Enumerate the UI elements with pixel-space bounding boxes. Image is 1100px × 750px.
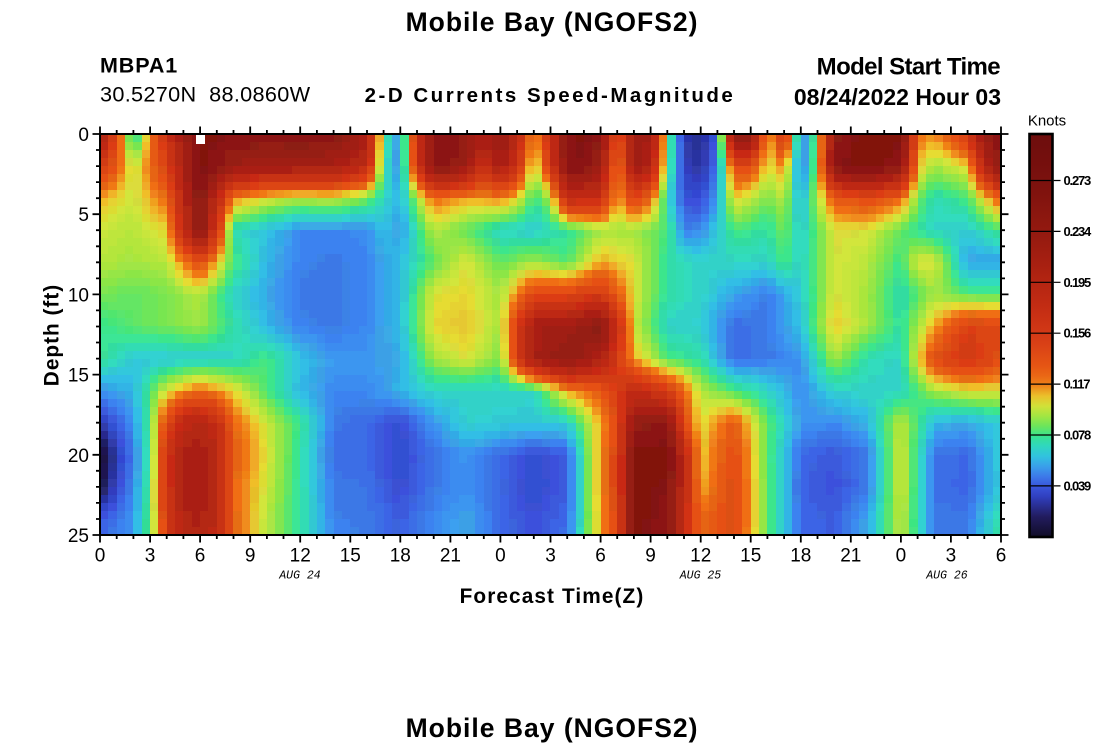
svg-text:0.195: 0.195 [1064, 275, 1092, 290]
svg-text:AUG 26: AUG 26 [925, 570, 968, 583]
svg-text:3: 3 [946, 546, 957, 567]
svg-text:Model Start Time: Model Start Time [817, 53, 1001, 80]
svg-text:0.273: 0.273 [1064, 173, 1092, 188]
svg-text:20: 20 [68, 446, 89, 467]
svg-text:21: 21 [840, 546, 861, 567]
svg-text:3: 3 [545, 546, 556, 567]
svg-text:18: 18 [390, 546, 411, 567]
svg-text:MBPA1: MBPA1 [100, 54, 178, 78]
svg-text:18: 18 [790, 546, 811, 567]
svg-text:0: 0 [95, 546, 106, 567]
svg-text:0.078: 0.078 [1064, 428, 1092, 443]
svg-text:08/24/2022 Hour 03: 08/24/2022 Hour 03 [794, 84, 1001, 110]
svg-text:3: 3 [145, 546, 156, 567]
svg-text:Depth (ft): Depth (ft) [41, 284, 64, 386]
svg-text:0.117: 0.117 [1064, 377, 1091, 392]
svg-text:0.039: 0.039 [1064, 478, 1092, 493]
svg-text:5: 5 [78, 205, 89, 226]
svg-text:15: 15 [340, 546, 361, 567]
svg-text:Knots: Knots [1028, 113, 1066, 130]
svg-text:0: 0 [495, 546, 506, 567]
svg-text:Mobile Bay (NGOFS2): Mobile Bay (NGOFS2) [406, 7, 699, 37]
svg-text:12: 12 [690, 546, 711, 567]
svg-text:25: 25 [68, 526, 89, 547]
svg-text:12: 12 [290, 546, 311, 567]
svg-text:0: 0 [78, 125, 89, 146]
svg-text:2-D Currents Speed-Magnitude: 2-D Currents Speed-Magnitude [365, 84, 736, 107]
svg-text:0.156: 0.156 [1064, 326, 1092, 341]
svg-text:9: 9 [245, 546, 256, 567]
svg-text:15: 15 [740, 546, 761, 567]
svg-text:AUG 24: AUG 24 [278, 570, 321, 583]
svg-text:6: 6 [996, 546, 1007, 567]
svg-text:30.5270N 88.0860W: 30.5270N 88.0860W [100, 82, 311, 107]
svg-text:Forecast Time(Z): Forecast Time(Z) [460, 585, 645, 608]
svg-text:21: 21 [440, 546, 461, 567]
svg-text:9: 9 [645, 546, 656, 567]
svg-text:0: 0 [896, 546, 907, 567]
svg-text:15: 15 [68, 366, 89, 387]
svg-text:Mobile Bay (NGOFS2): Mobile Bay (NGOFS2) [406, 713, 699, 743]
svg-text:10: 10 [68, 285, 89, 306]
svg-text:6: 6 [195, 546, 206, 567]
svg-text:0.234: 0.234 [1064, 224, 1093, 239]
svg-text:6: 6 [595, 546, 606, 567]
svg-text:AUG 25: AUG 25 [679, 570, 722, 583]
